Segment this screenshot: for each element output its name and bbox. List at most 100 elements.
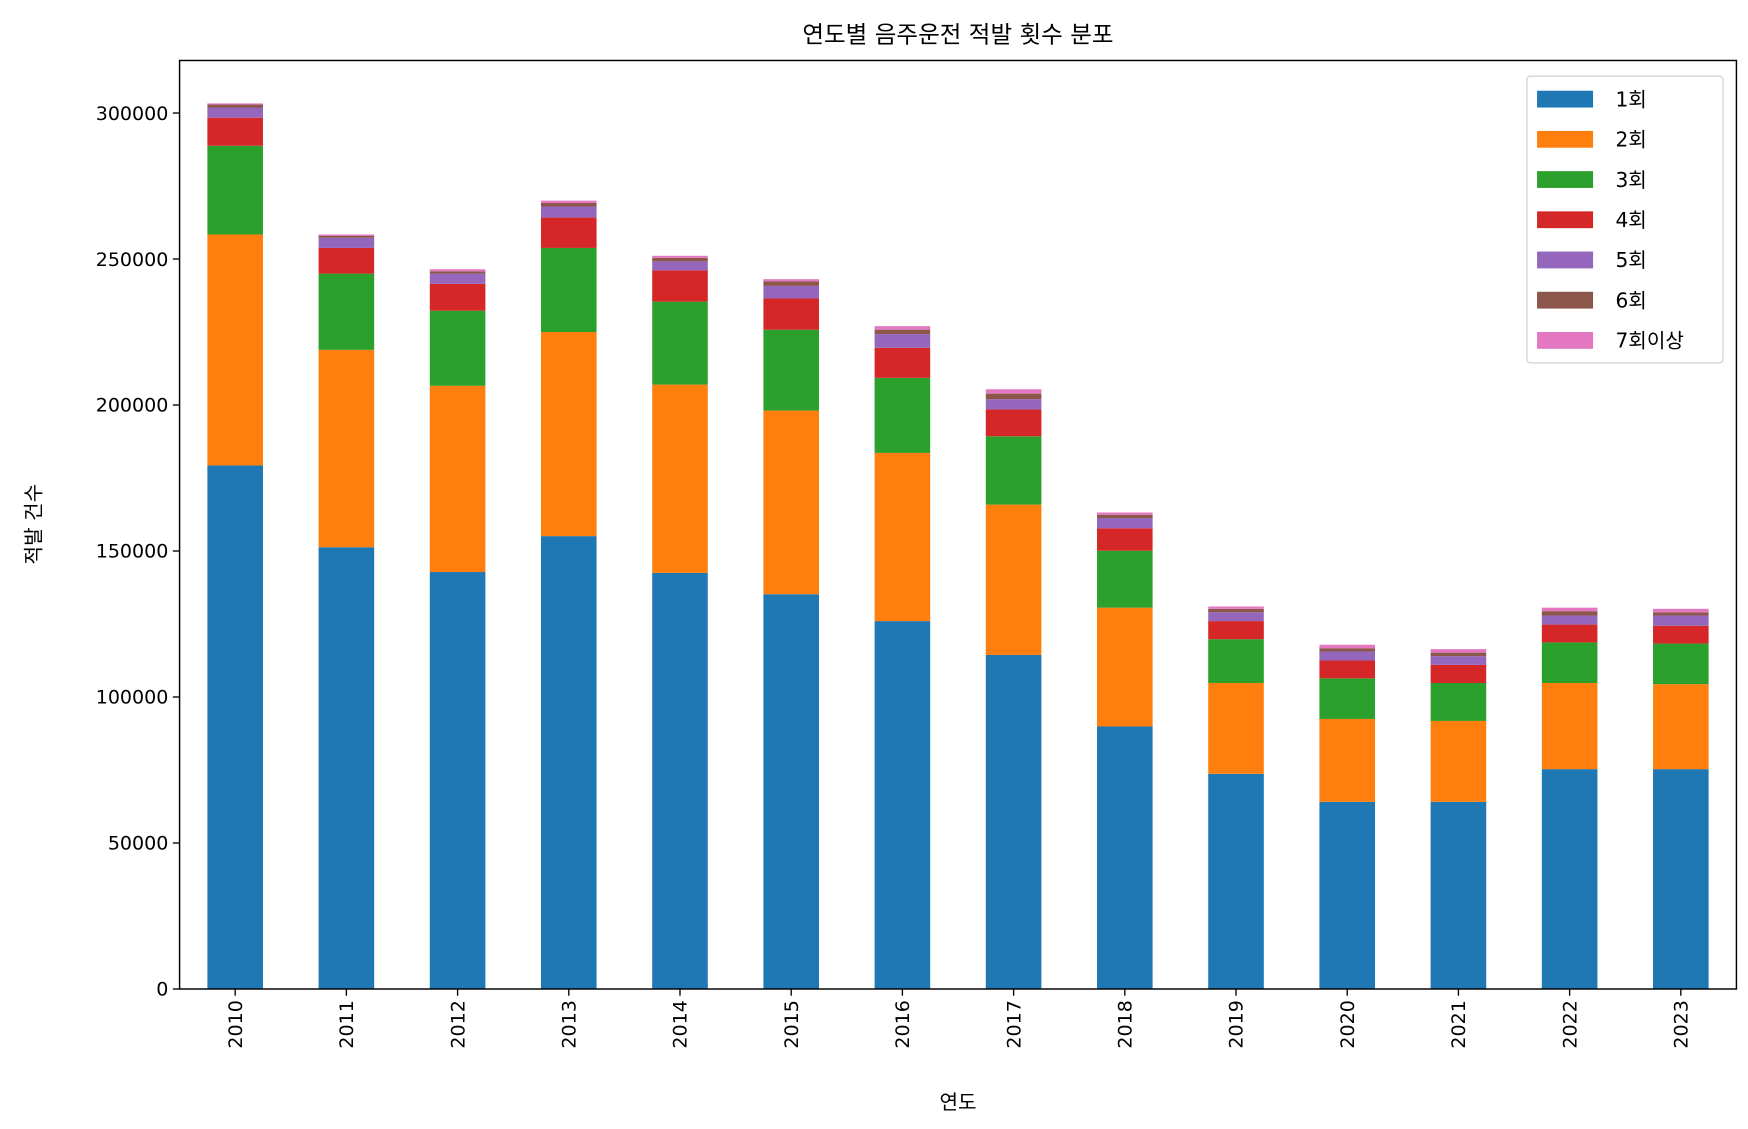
bar-segment-2013-s1 [540,536,597,989]
bar-segment-2020-s3 [1319,678,1376,719]
bar-segment-2021-s3 [1430,682,1487,721]
bar-segment-2022-s2 [1541,682,1598,770]
bar-segment-2022-s6 [1541,611,1598,616]
bar-segment-2022-s4 [1541,624,1598,643]
bar-segment-2018-s5 [1097,518,1153,529]
bar-segment-2012-s6 [429,271,486,274]
bar-segment-2011-s3 [318,273,375,350]
plot-frame [178,59,1738,990]
bar-segment-2012-s2 [429,385,486,573]
y-tick-label: 50000 [108,833,169,855]
bar-segment-2023-s6 [1653,612,1709,616]
legend-swatch [1537,90,1594,108]
x-tick-label: 2021 [1448,1000,1470,1048]
x-tick-label: 2012 [447,1000,469,1048]
x-axis-label: 연도 [939,1090,976,1114]
bar-segment-2021-s1 [1430,801,1487,989]
bar-segment-2010-s5 [207,107,263,118]
x-tick-label: 2013 [559,1000,581,1048]
bar-segment-2017-s6 [985,393,1042,400]
bar-segment-2018-s2 [1097,607,1153,727]
x-tick-label: 2010 [225,1000,247,1048]
bar-segment-2010-s3 [207,145,263,235]
bar-segment-2020-s7 [1319,644,1376,649]
y-tick-label: 200000 [96,395,169,417]
x-tick-label: 2011 [336,1000,358,1048]
bar-segment-2019-s4 [1208,621,1264,640]
bar-segment-2021-s5 [1430,656,1487,665]
bar-segment-2011-s2 [318,349,375,548]
bar-segment-2016-s4 [874,347,931,378]
bar-segment-2019-s5 [1208,612,1264,622]
bar-segment-2019-s1 [1208,773,1264,989]
bar-segment-2013-s3 [540,247,597,333]
x-tick-label: 2014 [670,1000,692,1048]
bar-segment-2011-s6 [318,235,375,238]
legend-label: 5회 [1615,248,1646,272]
bar-segment-2017-s3 [985,436,1042,505]
bar-segment-2010-s7 [207,103,263,105]
bar-segment-2016-s5 [874,334,931,348]
legend-label: 6회 [1615,288,1646,312]
bar-segment-2022-s5 [1541,615,1598,625]
bar-segment-2018-s3 [1097,550,1153,608]
bar-segment-2017-s5 [985,399,1042,410]
bars [207,103,1709,989]
bar-segment-2016-s6 [874,329,931,335]
bar-segment-2015-s2 [763,410,819,595]
bar-segment-2021-s6 [1430,652,1487,657]
bar-segment-2015-s7 [763,279,819,282]
bar-segment-2022-s7 [1541,607,1598,612]
bar-segment-2011-s1 [318,547,375,989]
y-tick-label: 250000 [96,249,169,271]
legend-label: 3회 [1615,168,1646,192]
bar-segment-2018-s4 [1097,528,1153,551]
bar-segment-2023-s7 [1653,608,1709,613]
bar-segment-2017-s1 [985,654,1042,989]
bar-segment-2015-s1 [763,594,819,989]
bar-segment-2010-s4 [207,117,263,146]
bar-segment-2013-s6 [540,202,597,207]
bar-segment-2018-s6 [1097,514,1153,519]
x-tick-label: 2019 [1226,1000,1248,1048]
bar-segment-2010-s2 [207,234,263,466]
bar-segment-2011-s4 [318,247,375,274]
legend-swatch [1537,130,1594,148]
bar-segment-2018-s1 [1097,726,1153,989]
bar-segment-2019-s2 [1208,682,1264,774]
bar-segment-2014-s3 [652,301,708,385]
legend-label: 4회 [1615,208,1646,232]
bar-segment-2014-s5 [652,261,708,271]
bar-segment-2023-s3 [1653,643,1709,685]
x-tick-label: 2016 [892,1000,914,1048]
bar-segment-2022-s1 [1541,769,1598,989]
bar-segment-2012-s1 [429,572,486,989]
bar-segment-2020-s6 [1319,648,1376,652]
bar-segment-2015-s3 [763,329,819,411]
x-tick-label: 2022 [1559,1000,1581,1048]
bar-segment-2014-s1 [652,572,708,989]
bar-segment-2019-s3 [1208,639,1264,683]
bar-segment-2013-s4 [540,217,597,248]
bar-segment-2010-s6 [207,104,263,108]
bar-segment-2012-s3 [429,310,486,386]
bar-segment-2023-s4 [1653,625,1709,644]
y-axis-label: 적발 건수 [22,484,46,565]
x-tick-label: 2015 [781,1000,803,1048]
bar-segment-2020-s4 [1319,660,1376,679]
x-tick-label: 2017 [1003,1000,1025,1048]
bar-segment-2019-s7 [1208,606,1264,609]
bar-segment-2021-s2 [1430,720,1487,802]
legend-label: 1회 [1615,87,1646,111]
bar-segment-2017-s4 [985,409,1042,437]
bar-segment-2011-s7 [318,234,375,236]
x-tick-label: 2018 [1115,1000,1137,1048]
legend: 1회 2회 3회 4회 5회 6회 7회이상 [1526,75,1724,364]
bar-segment-2014-s6 [652,257,708,262]
bar-segment-2010-s1 [207,465,263,989]
y-tick-label: 300000 [96,103,169,125]
bar-segment-2016-s3 [874,377,931,453]
legend-label: 7회이상 [1615,329,1683,353]
y-tick-label: 150000 [96,541,169,563]
